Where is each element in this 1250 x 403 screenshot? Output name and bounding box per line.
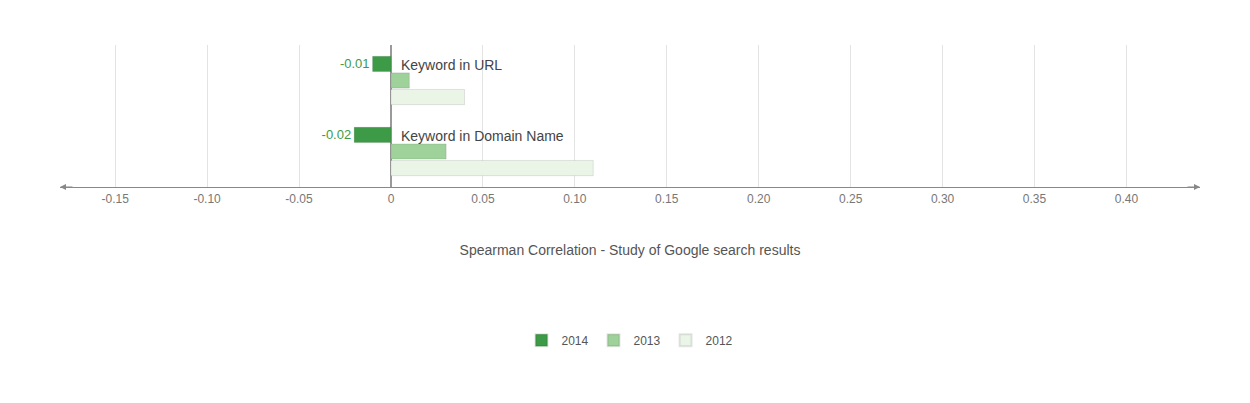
svg-text:-0.02: -0.02 [322,127,352,142]
svg-text:0.15: 0.15 [655,192,679,206]
svg-text:2014: 2014 [562,334,589,348]
svg-text:0.40: 0.40 [1115,192,1139,206]
svg-text:-0.15: -0.15 [101,192,129,206]
svg-text:-0.10: -0.10 [193,192,221,206]
svg-text:2012: 2012 [706,334,733,348]
svg-text:Spearman Correlation - Study o: Spearman Correlation - Study of Google s… [460,242,801,258]
svg-text:2013: 2013 [634,334,661,348]
svg-text:0.35: 0.35 [1023,192,1047,206]
svg-text:0: 0 [388,192,395,206]
svg-text:-0.01: -0.01 [340,56,370,71]
svg-text:0.25: 0.25 [839,192,863,206]
svg-text:-0.05: -0.05 [285,192,313,206]
svg-text:Keyword in URL: Keyword in URL [401,57,502,73]
svg-text:0.05: 0.05 [471,192,495,206]
svg-text:0.20: 0.20 [747,192,771,206]
svg-text:0.30: 0.30 [931,192,955,206]
svg-text:0.10: 0.10 [563,192,587,206]
svg-text:Keyword in Domain Name: Keyword in Domain Name [401,128,564,144]
